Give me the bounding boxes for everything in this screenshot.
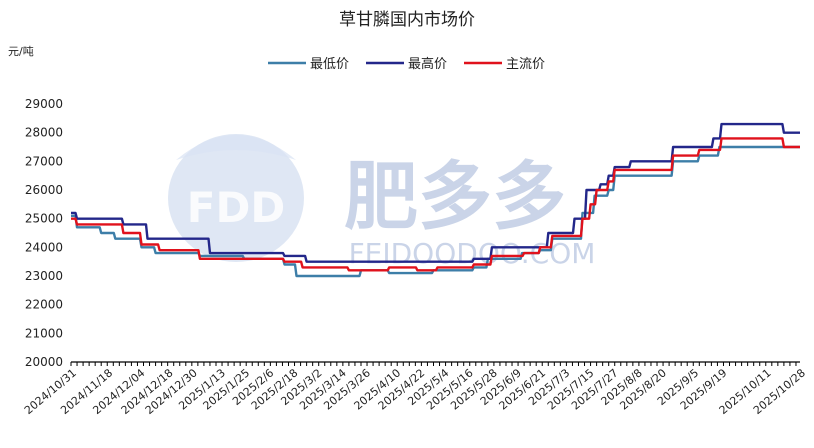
y-tick-label: 28000 xyxy=(25,126,63,140)
legend-label: 最高价 xyxy=(408,56,447,72)
watermark-logo-circle xyxy=(168,134,304,262)
y-tick-label: 21000 xyxy=(25,326,63,340)
series-line-2 xyxy=(71,137,800,272)
watermark-url-text: FEIDOODOO.COM xyxy=(349,237,596,270)
watermark-brand-text: 肥多多 xyxy=(344,154,566,240)
series-line-1 xyxy=(71,122,800,263)
legend-label: 主流价 xyxy=(506,57,545,72)
y-tick-label: 23000 xyxy=(25,269,63,283)
y-unit-label: 元/吨 xyxy=(8,45,34,58)
y-tick-label: 29000 xyxy=(25,97,63,111)
legend: 最低价 最高价 主流价 xyxy=(268,56,545,72)
series-line-0 xyxy=(71,145,800,278)
y-tick-label: 25000 xyxy=(25,212,63,226)
watermark-logo-text: FDD xyxy=(187,183,285,232)
y-tick-label: 22000 xyxy=(25,298,63,312)
y-tick-label: 24000 xyxy=(25,240,63,254)
y-tick-label: 26000 xyxy=(25,183,63,197)
watermark: FDD 肥多多 FEIDOODOO.COM xyxy=(168,134,595,270)
y-tick-label: 20000 xyxy=(25,355,63,369)
legend-label: 最低价 xyxy=(310,57,349,72)
series-lines xyxy=(71,122,800,278)
x-axis: 2024/10/312024/11/182024/12/042024/12/18… xyxy=(22,362,808,417)
chart-title: 草甘膦国内市场价 xyxy=(339,10,475,30)
y-tick-label: 27000 xyxy=(25,154,63,168)
watermark-logo-leaf xyxy=(176,135,296,160)
y-axis: 20000 21000 22000 23000 24000 25000 26000 27000… xyxy=(25,97,800,369)
